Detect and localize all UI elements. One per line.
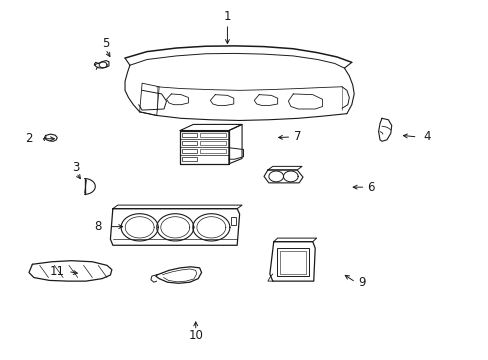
- Text: 11: 11: [49, 265, 64, 278]
- Bar: [199, 149, 226, 153]
- Text: 1: 1: [223, 10, 231, 23]
- Bar: [199, 141, 226, 145]
- Text: 3: 3: [72, 161, 80, 174]
- Text: 6: 6: [367, 181, 374, 194]
- Bar: [230, 217, 235, 225]
- Text: 7: 7: [294, 130, 301, 144]
- Bar: [182, 133, 196, 137]
- Text: 9: 9: [357, 276, 365, 289]
- Bar: [279, 251, 305, 274]
- Text: 8: 8: [94, 220, 102, 233]
- Bar: [182, 149, 196, 153]
- Text: 4: 4: [423, 130, 430, 144]
- Text: 5: 5: [102, 37, 109, 50]
- Text: 10: 10: [188, 329, 203, 342]
- Bar: [182, 141, 196, 145]
- Text: 2: 2: [25, 132, 33, 145]
- Bar: [199, 133, 226, 137]
- Bar: [276, 248, 308, 276]
- Bar: [182, 157, 196, 161]
